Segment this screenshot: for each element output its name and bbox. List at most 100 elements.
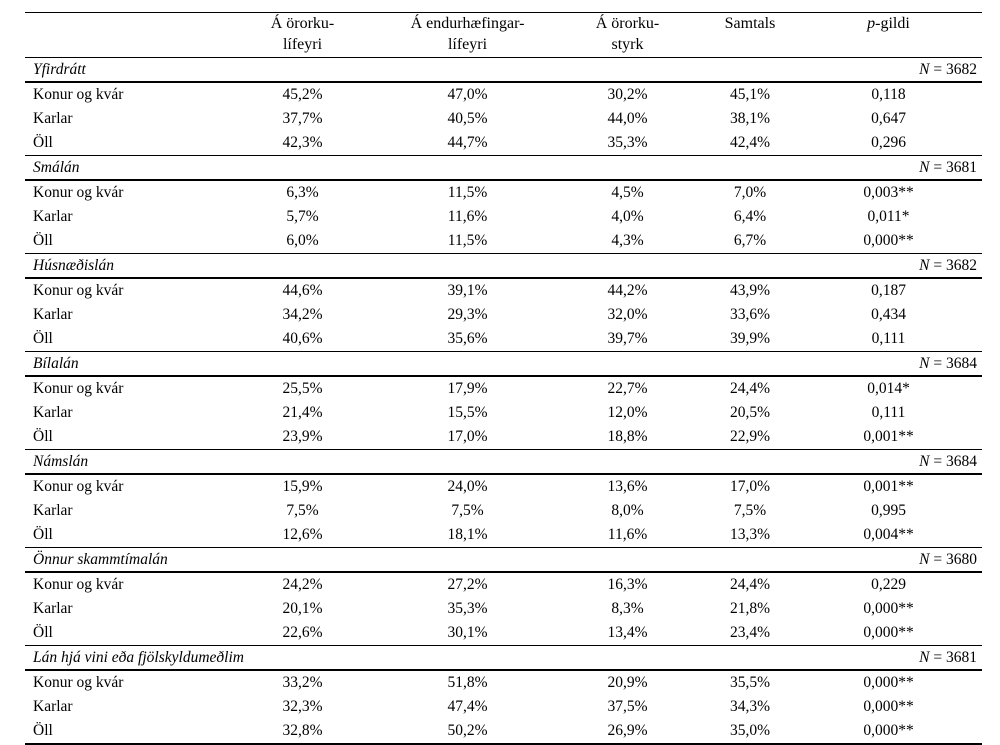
row-label: Konur og kvár [33, 576, 124, 593]
percentage-cell: 11,6% [447, 208, 488, 225]
row-label: Konur og kvár [33, 86, 124, 103]
section-title: Námslán [25, 449, 795, 475]
row-label: Konur og kvár [33, 380, 124, 397]
table-row: Karlar 7,5% 7,5% 8,0% 7,5% 0,995 [25, 499, 982, 523]
percentage-cell: 20,5% [729, 404, 771, 421]
percentage-cell: 24,4% [729, 380, 771, 397]
percentage-cell: 17,9% [447, 380, 488, 397]
section-sample-size: N = 3682 [795, 253, 982, 279]
percentage-cell: 24,2% [282, 576, 323, 593]
percentage-cell: 18,1% [447, 526, 488, 543]
n-symbol: N [919, 453, 930, 470]
table-row: Karlar 20,1% 35,3% 8,3% 21,8% 0,000** [25, 597, 982, 621]
percentage-cell: 39,1% [447, 282, 488, 299]
p-value-cell: 0,001** [863, 478, 914, 495]
p-gildi-suffix: -gildi [875, 15, 910, 32]
n-value: = 3684 [933, 355, 977, 372]
percentage-cell: 17,0% [729, 478, 771, 495]
table-row: Konur og kvár 44,6% 39,1% 44,2% 43,9% 0,187 [25, 278, 982, 303]
n-value: = 3680 [933, 551, 977, 568]
section-sample-size: N = 3680 [795, 547, 982, 573]
percentage-cell: 34,3% [729, 698, 771, 715]
percentage-cell: 39,7% [607, 330, 648, 347]
row-label: Konur og kvár [33, 478, 124, 495]
table-row: Konur og kvár 15,9% 24,0% 13,6% 17,0% 0,001** [25, 474, 982, 499]
table-row: Öll 32,8% 50,2% 26,9% 35,0% 0,000** [25, 719, 982, 744]
row-label: Öll [33, 330, 53, 347]
table-row: Karlar 34,2% 29,3% 32,0% 33,6% 0,434 [25, 303, 982, 327]
n-value: = 3681 [933, 159, 977, 176]
percentage-cell: 22,7% [607, 380, 648, 397]
percentage-cell: 15,5% [447, 404, 488, 421]
p-value-cell: 0,229 [871, 576, 906, 593]
row-label: Karlar [33, 502, 73, 519]
row-label: Konur og kvár [33, 674, 124, 691]
percentage-cell: 21,4% [282, 404, 323, 421]
table-row: Karlar 32,3% 47,4% 37,5% 34,3% 0,000** [25, 695, 982, 719]
percentage-cell: 8,3% [611, 600, 644, 617]
percentage-cell: 29,3% [447, 306, 488, 323]
percentage-cell: 37,7% [282, 110, 323, 127]
percentage-cell: 47,0% [447, 86, 488, 103]
section-header-row: Smálán N = 3681 [25, 155, 982, 181]
percentage-cell: 32,0% [607, 306, 648, 323]
table-row: Karlar 37,7% 40,5% 44,0% 38,1% 0,647 [25, 107, 982, 131]
section-sample-size: N = 3681 [795, 645, 982, 671]
percentage-cell: 44,0% [607, 110, 648, 127]
p-value-cell: 0,000** [863, 232, 914, 249]
section-sample-size: N = 3681 [795, 155, 982, 181]
percentage-cell: 22,9% [729, 428, 771, 445]
percentage-cell: 30,1% [447, 624, 488, 641]
p-value-cell: 0,000** [863, 600, 914, 617]
percentage-cell: 7,5% [286, 502, 319, 519]
section-header-row: Húsnæðislán N = 3682 [25, 253, 982, 279]
percentage-cell: 13,4% [607, 624, 648, 641]
percentage-cell: 8,0% [611, 502, 644, 519]
percentage-cell: 40,5% [447, 110, 488, 127]
p-value-cell: 0,000** [863, 674, 914, 691]
percentage-cell: 37,5% [607, 698, 648, 715]
header-blank-cell [25, 12, 220, 58]
p-symbol: p [867, 15, 876, 32]
percentage-cell: 25,5% [282, 380, 323, 397]
percentage-cell: 11,6% [607, 526, 648, 543]
percentage-cell: 6,7% [733, 232, 767, 249]
percentage-cell: 7,5% [451, 502, 484, 519]
p-value-cell: 0,995 [871, 502, 906, 519]
header-p-gildi: p-gildi [795, 12, 982, 58]
table-header-row: Á örorku- lífeyri Á endurhæfingar- lífey… [25, 12, 982, 58]
percentage-cell: 23,4% [729, 624, 771, 641]
n-symbol: N [919, 649, 930, 666]
table-row: Konur og kvár 33,2% 51,8% 20,9% 35,5% 0,000** [25, 670, 982, 695]
percentage-cell: 22,6% [282, 624, 323, 641]
percentage-cell: 4,5% [611, 184, 644, 201]
percentage-cell: 26,9% [607, 722, 648, 739]
percentage-cell: 6,3% [286, 184, 319, 201]
section-header-row: Lán hjá vini eða fjölskyldumeðlim N = 368… [25, 645, 982, 671]
section-header-row: Önnur skammtímalán N = 3680 [25, 547, 982, 573]
table-row: Öll 22,6% 30,1% 13,4% 23,4% 0,000** [25, 621, 982, 646]
percentage-cell: 43,9% [729, 282, 771, 299]
p-value-cell: 0,118 [871, 86, 906, 103]
percentage-cell: 44,2% [607, 282, 648, 299]
percentage-cell: 34,2% [282, 306, 323, 323]
percentage-cell: 42,3% [282, 134, 323, 151]
row-label: Karlar [33, 404, 73, 421]
table-body: Yfirdrátt N = 3682 Konur og kvár 45,2% 47,0%… [25, 57, 982, 745]
table-row: Karlar 21,4% 15,5% 12,0% 20,5% 0,111 [25, 401, 982, 425]
percentage-cell: 12,0% [607, 404, 648, 421]
percentage-cell: 24,4% [729, 576, 771, 593]
n-symbol: N [919, 159, 930, 176]
section-header-row: Yfirdrátt N = 3682 [25, 57, 982, 83]
p-value-cell: 0,111 [871, 404, 906, 421]
percentage-cell: 30,2% [607, 86, 648, 103]
percentage-cell: 33,2% [282, 674, 323, 691]
section-title: Smálán [25, 155, 795, 181]
row-label: Öll [33, 624, 53, 641]
section-title: Bílalán [25, 351, 795, 377]
percentage-cell: 44,6% [282, 282, 323, 299]
p-value-cell: 0,000** [863, 698, 914, 715]
percentage-cell: 4,3% [611, 232, 644, 249]
p-value-cell: 0,003** [863, 184, 914, 201]
p-value-cell: 0,000** [863, 624, 914, 641]
